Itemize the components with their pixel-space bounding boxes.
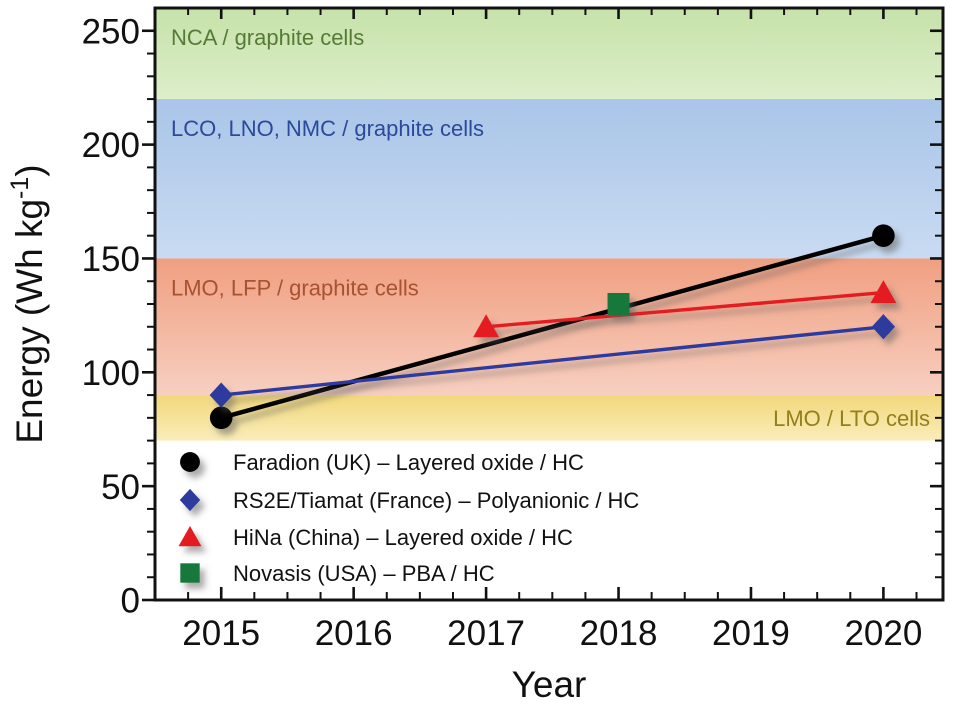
- x-tick-label: 2016: [315, 614, 393, 653]
- y-axis-label-close: ): [9, 164, 50, 176]
- y-tick-label: 100: [82, 354, 140, 393]
- x-tick-label: 2017: [447, 614, 525, 653]
- series-line-faradion: [220, 233, 885, 421]
- legend-marker-square: [180, 563, 200, 583]
- x-tick-label: 2020: [844, 614, 922, 653]
- series-faradion: [209, 224, 895, 430]
- benchmark-bands: NCA / graphite cells LCO, LNO, NMC / grap…: [155, 8, 943, 441]
- series-novasis: [607, 293, 630, 315]
- y-tick-label: 50: [101, 468, 140, 507]
- legend-item-rs2e-tiamat: RS2E/Tiamat (France) – Polyanionic / HC: [179, 488, 639, 513]
- legend-item-hina: HiNa (China) – Layered oxide / HC: [178, 525, 573, 550]
- data-point-rs2e-tiamat: [871, 314, 896, 340]
- band-label-lmo-lfp-graphite: LMO, LFP / graphite cells: [171, 275, 419, 300]
- series-line-hina: [485, 290, 884, 329]
- legend-item-faradion: Faradion (UK) – Layered oxide / HC: [180, 450, 584, 475]
- tick-labels: 0 50 100 150 200 250 2015 2016 2017 2018 2019 2020: [82, 12, 923, 653]
- legend-label-hina: HiNa (China) – Layered oxide / HC: [233, 525, 573, 550]
- data-point-hina: [473, 314, 500, 338]
- legend-label-rs2e-tiamat: RS2E/Tiamat (France) – Polyanionic / HC: [233, 488, 639, 513]
- x-axis-label: Year: [512, 664, 587, 705]
- data-point-novasis: [607, 293, 630, 315]
- legend-label-faradion: Faradion (UK) – Layered oxide / HC: [233, 450, 584, 475]
- x-tick-label: 2019: [712, 614, 790, 653]
- x-tick-label: 2018: [580, 614, 658, 653]
- data-point-faradion: [872, 224, 895, 247]
- x-tick-label: 2015: [182, 614, 260, 653]
- data-point-rs2e-tiamat: [209, 382, 233, 408]
- band-nca-graphite: [155, 8, 943, 100]
- y-tick-label: 250: [82, 12, 140, 51]
- legend-marker-triangle: [178, 526, 202, 547]
- band-label-nca-graphite: NCA / graphite cells: [171, 25, 364, 50]
- legend-marker-diamond: [179, 488, 201, 512]
- y-tick-label: 200: [82, 126, 140, 165]
- legend-marker-group: [180, 452, 200, 472]
- axes: [142, 6, 945, 602]
- legend: Faradion (UK) – Layered oxide / HC RS2E/T…: [178, 450, 639, 586]
- y-tick-label: 150: [82, 240, 140, 279]
- legend-item-novasis: Novasis (USA) – PBA / HC: [180, 561, 495, 586]
- data-series: [209, 224, 897, 430]
- y-axis-label-sup: -1: [6, 177, 34, 199]
- band-label-lco-lno-nmc-graphite: LCO, LNO, NMC / graphite cells: [171, 116, 484, 141]
- legend-marker-group: [180, 563, 200, 583]
- data-point-hina: [870, 280, 897, 304]
- series-line-rs2e-tiamat: [221, 325, 884, 397]
- legend-label-novasis: Novasis (USA) – PBA / HC: [233, 561, 495, 586]
- band-lmo-lto: [155, 395, 943, 441]
- legend-marker-group: [179, 488, 201, 512]
- series-rs2e-tiamat: [209, 314, 896, 408]
- legend-marker-group: [178, 526, 202, 547]
- y-axis-label-main: Energy (Wh kg: [9, 199, 50, 444]
- data-point-faradion: [209, 406, 233, 430]
- band-lco-lno-nmc-graphite: [155, 99, 943, 259]
- y-axis-label: Energy (Wh kg-1): [6, 164, 50, 443]
- legend-marker-circle: [180, 452, 200, 472]
- y-tick-label: 0: [121, 582, 140, 621]
- band-label-lmo-lto: LMO / LTO cells: [773, 406, 930, 431]
- series-hina: [473, 280, 897, 338]
